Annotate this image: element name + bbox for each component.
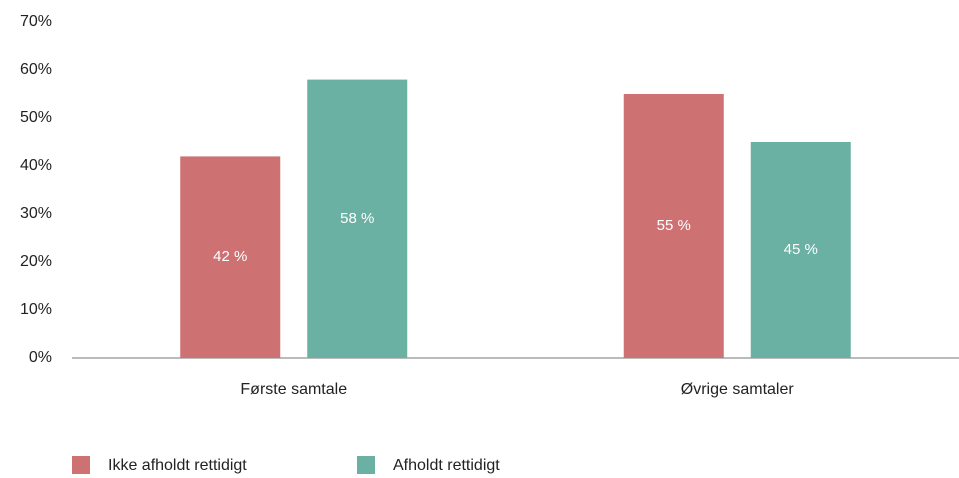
legend-swatch: [357, 456, 375, 474]
data-label: 55 %: [657, 217, 691, 234]
x-tick-label: Øvrige samtaler: [681, 381, 795, 398]
data-label: 45 %: [784, 241, 818, 258]
y-tick-label: 20%: [20, 253, 52, 270]
y-tick-label: 0%: [29, 349, 52, 366]
bar: [307, 79, 408, 358]
legend-label: Ikke afholdt rettidigt: [108, 457, 247, 474]
x-tick-label: Første samtale: [240, 381, 347, 398]
y-tick-label: 10%: [20, 301, 52, 318]
data-label: 42 %: [213, 248, 247, 265]
y-tick-label: 60%: [20, 61, 52, 78]
y-tick-label: 30%: [20, 205, 52, 222]
data-label: 58 %: [340, 210, 374, 227]
bar: [180, 156, 281, 358]
legend-swatch: [72, 456, 90, 474]
y-tick-label: 50%: [20, 109, 52, 126]
bar: [750, 142, 851, 358]
y-tick-label: 40%: [20, 157, 52, 174]
legend-label: Afholdt rettidigt: [393, 457, 500, 474]
bar: [623, 94, 724, 358]
y-tick-label: 70%: [20, 13, 52, 30]
